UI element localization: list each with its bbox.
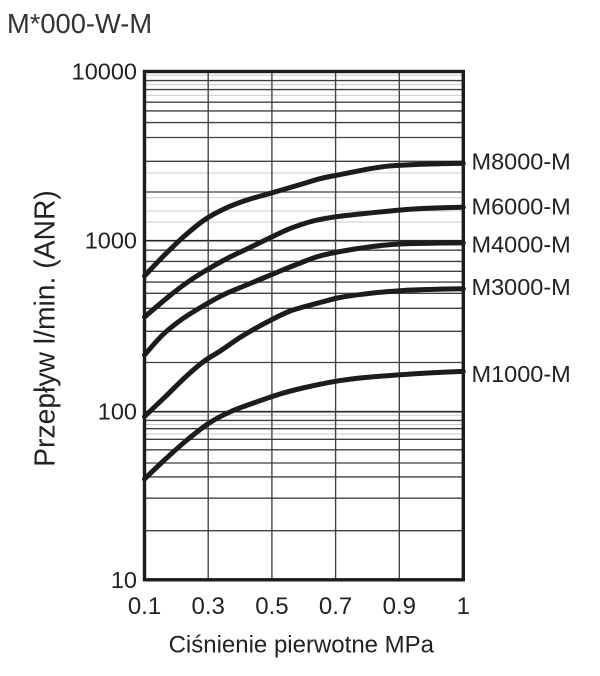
svg-text:1: 1: [457, 593, 470, 620]
svg-text:M*000-W-M: M*000-W-M: [7, 8, 152, 39]
svg-text:10: 10: [111, 567, 137, 593]
svg-text:0.5: 0.5: [255, 593, 288, 620]
svg-text:0.1: 0.1: [128, 593, 161, 620]
svg-text:M3000-M: M3000-M: [472, 274, 571, 300]
svg-text:M1000-M: M1000-M: [472, 361, 571, 387]
svg-text:10000: 10000: [72, 59, 137, 85]
svg-text:Przepływ l/min. (ANR): Przepływ l/min. (ANR): [29, 190, 61, 467]
svg-text:Ciśnienie pierwotne MPa: Ciśnienie pierwotne MPa: [169, 632, 435, 659]
svg-text:1000: 1000: [85, 228, 137, 254]
svg-text:0.9: 0.9: [383, 593, 416, 620]
svg-text:100: 100: [98, 399, 137, 425]
svg-text:0.7: 0.7: [319, 593, 352, 620]
svg-text:M6000-M: M6000-M: [472, 194, 571, 220]
svg-text:0.3: 0.3: [192, 593, 225, 620]
svg-text:M4000-M: M4000-M: [472, 231, 571, 257]
svg-text:M8000-M: M8000-M: [472, 149, 571, 175]
